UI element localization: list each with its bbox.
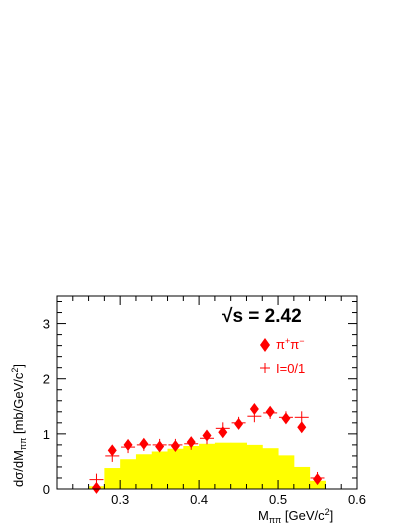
legend-pi-2: π (290, 337, 299, 352)
axes-frame: 0.3 0.4 0.5 0.6 0 1 2 3 (43, 295, 366, 507)
x-tick-label: 0.5 (269, 492, 287, 507)
hist-bar (293, 466, 311, 489)
y-axis-title-sup: 2 (10, 368, 20, 373)
x-axis-title-main: M (258, 508, 269, 523)
energy-label-text: s = 2.42 (232, 306, 301, 327)
diamond-point (313, 473, 323, 486)
hist-bar (135, 454, 153, 489)
energy-label: √s = 2.42 (222, 306, 302, 327)
hist-bar (151, 451, 169, 489)
y-tick-label: 0 (43, 482, 50, 497)
diamond-point (281, 412, 291, 425)
hist-bar (246, 444, 263, 489)
diamond-point (297, 421, 307, 434)
energy-label-root: √ (222, 306, 233, 327)
diamond-point (234, 417, 244, 430)
y-tick-label: 1 (43, 427, 50, 442)
x-tick-label: 0.4 (190, 492, 208, 507)
legend-label-pipi: π+π− (276, 336, 305, 352)
y-axis-title-unit: [mb/GeV/c (11, 372, 26, 438)
legend-label-isospin: I=0/1 (276, 361, 305, 376)
hist-bar (262, 448, 279, 489)
legend: π+π− I=0/1 (260, 336, 305, 376)
plot-frame (56, 295, 358, 490)
x-axis-title: Mππ [GeV/c2] (258, 507, 333, 525)
hist-bar (214, 442, 232, 489)
diamond-series-layer (91, 403, 323, 494)
hist-bar (183, 445, 200, 489)
diamond-point (170, 439, 180, 452)
x-axis-title-close: ] (330, 508, 334, 523)
y-tick-label: 2 (43, 372, 50, 387)
y-axis-title: dσ/dMππ [mb/GeV/c2] (10, 364, 28, 487)
hist-bar (199, 443, 216, 489)
diamond-point (155, 440, 165, 453)
x-axis-title-sup: 2 (325, 507, 330, 517)
diamond-point (202, 429, 212, 442)
diamond-point (265, 405, 275, 418)
hist-bar (230, 442, 247, 489)
diamond-point (107, 444, 117, 457)
hist-bar (309, 480, 326, 489)
diamond-point (123, 438, 133, 451)
diamond-point (139, 437, 149, 450)
diamond-point (218, 426, 228, 439)
y-axis-title-close: ] (11, 364, 26, 368)
legend-cross-marker (260, 363, 270, 373)
histogram-layer (88, 442, 326, 489)
legend-sup-plus: + (285, 336, 290, 346)
legend-sup-minus: − (299, 336, 304, 346)
hist-bar (104, 468, 121, 489)
x-axis-title-sub: ππ (269, 515, 281, 525)
diamond-point (186, 436, 196, 449)
hist-bar (167, 448, 184, 489)
y-axis-title-sub: ππ (18, 438, 28, 450)
x-axis-title-unit: [GeV/c (281, 508, 325, 523)
y-tick-label: 3 (43, 317, 50, 332)
diamond-point (249, 403, 259, 416)
y-axis-title-main: dσ/dM (11, 450, 26, 487)
diamond-point (91, 481, 101, 494)
x-tick-label: 0.6 (348, 492, 366, 507)
hist-bar (278, 455, 295, 489)
hist-bar (120, 459, 137, 489)
x-tick-label: 0.3 (111, 492, 129, 507)
legend-pi-1: π (276, 337, 285, 352)
legend-diamond-marker (260, 338, 270, 352)
